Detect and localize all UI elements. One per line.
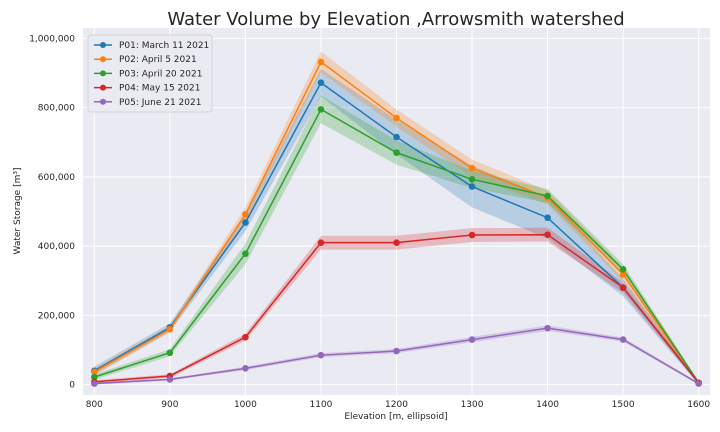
legend-label: P01: March 11 2021 [119,41,209,51]
x-tick-label: 1000 [234,400,257,410]
data-point [544,231,551,238]
legend: P01: March 11 2021 P02: April 5 2021 P03: … [87,34,213,113]
series-band-1 [94,68,699,385]
x-tick-label: 800 [86,400,103,410]
data-point [544,214,551,222]
data-point [166,376,174,383]
y-tick-label: 1,000,000 [29,34,75,44]
y-tick-label: 600,000 [38,173,75,183]
data-point [619,284,627,291]
data-point [317,58,325,66]
y-tick-labels: 0 200,000 400,000 600,000 800,000 1,000,000 [29,34,75,390]
chart-title: Water Volume by Elevation ,Arrowsmith wa… [167,9,624,30]
data-point [242,210,249,218]
data-point [242,365,249,372]
data-point [242,250,249,258]
data-point [91,380,98,387]
y-tick-label: 200,000 [38,311,75,321]
legend-marker [100,42,106,48]
x-tick-label: 1200 [385,400,408,410]
y-tick-label: 0 [69,381,75,391]
data-point [393,149,400,156]
data-point [393,347,400,355]
legend-marker [100,56,106,63]
data-point [393,133,400,141]
y-tick-label: 800,000 [38,104,75,114]
data-point [619,266,627,273]
x-axis-label: Elevation [m, ellipsoid] [344,412,447,422]
legend-label: P02: April 5 2021 [119,55,197,65]
data-point [91,368,98,376]
legend-item: P05: June 21 2021 [94,98,201,108]
data-point [393,239,400,246]
legend-marker [100,84,106,91]
data-point [91,373,98,381]
x-tick-label: 900 [161,400,178,410]
legend-marker [100,98,106,105]
data-point [468,336,476,343]
y-tick-label: 400,000 [38,242,75,252]
x-tick-label: 1100 [310,400,333,410]
x-tick-label: 1500 [612,400,635,410]
data-point [317,79,325,87]
data-point [242,333,249,341]
legend-item: P04: May 15 2021 [94,84,200,94]
data-point [468,176,476,183]
data-point [695,380,702,387]
legend-label: P05: June 21 2021 [119,98,201,108]
data-point [619,271,627,278]
x-tick-label: 1400 [536,400,559,410]
legend-box [87,34,213,113]
x-tick-labels: 800 900 1000 1100 1200 1300 1400 1500 1600 [86,400,711,410]
data-point [619,336,627,343]
x-tick-label: 1300 [461,400,484,410]
legend-label: P03: April 20 2021 [119,69,202,79]
data-point [393,114,400,122]
data-point [317,239,325,246]
data-point [166,349,174,357]
data-point [544,192,551,200]
legend-label: P04: May 15 2021 [119,84,200,94]
legend-marker [100,70,106,77]
series-points [91,58,702,387]
data-point [317,351,325,359]
data-point [544,324,551,332]
x-tick-label: 1600 [687,400,710,410]
legend-item: P03: April 20 2021 [94,69,202,79]
data-point [242,219,249,226]
data-point [317,106,325,113]
legend-item: P02: April 5 2021 [94,55,197,65]
data-point [468,231,476,239]
legend-item: P01: March 11 2021 [94,41,209,51]
data-point [468,164,476,172]
data-point [468,183,476,190]
data-point [166,325,174,333]
y-axis-label: Water Storage [m³] [13,168,23,255]
